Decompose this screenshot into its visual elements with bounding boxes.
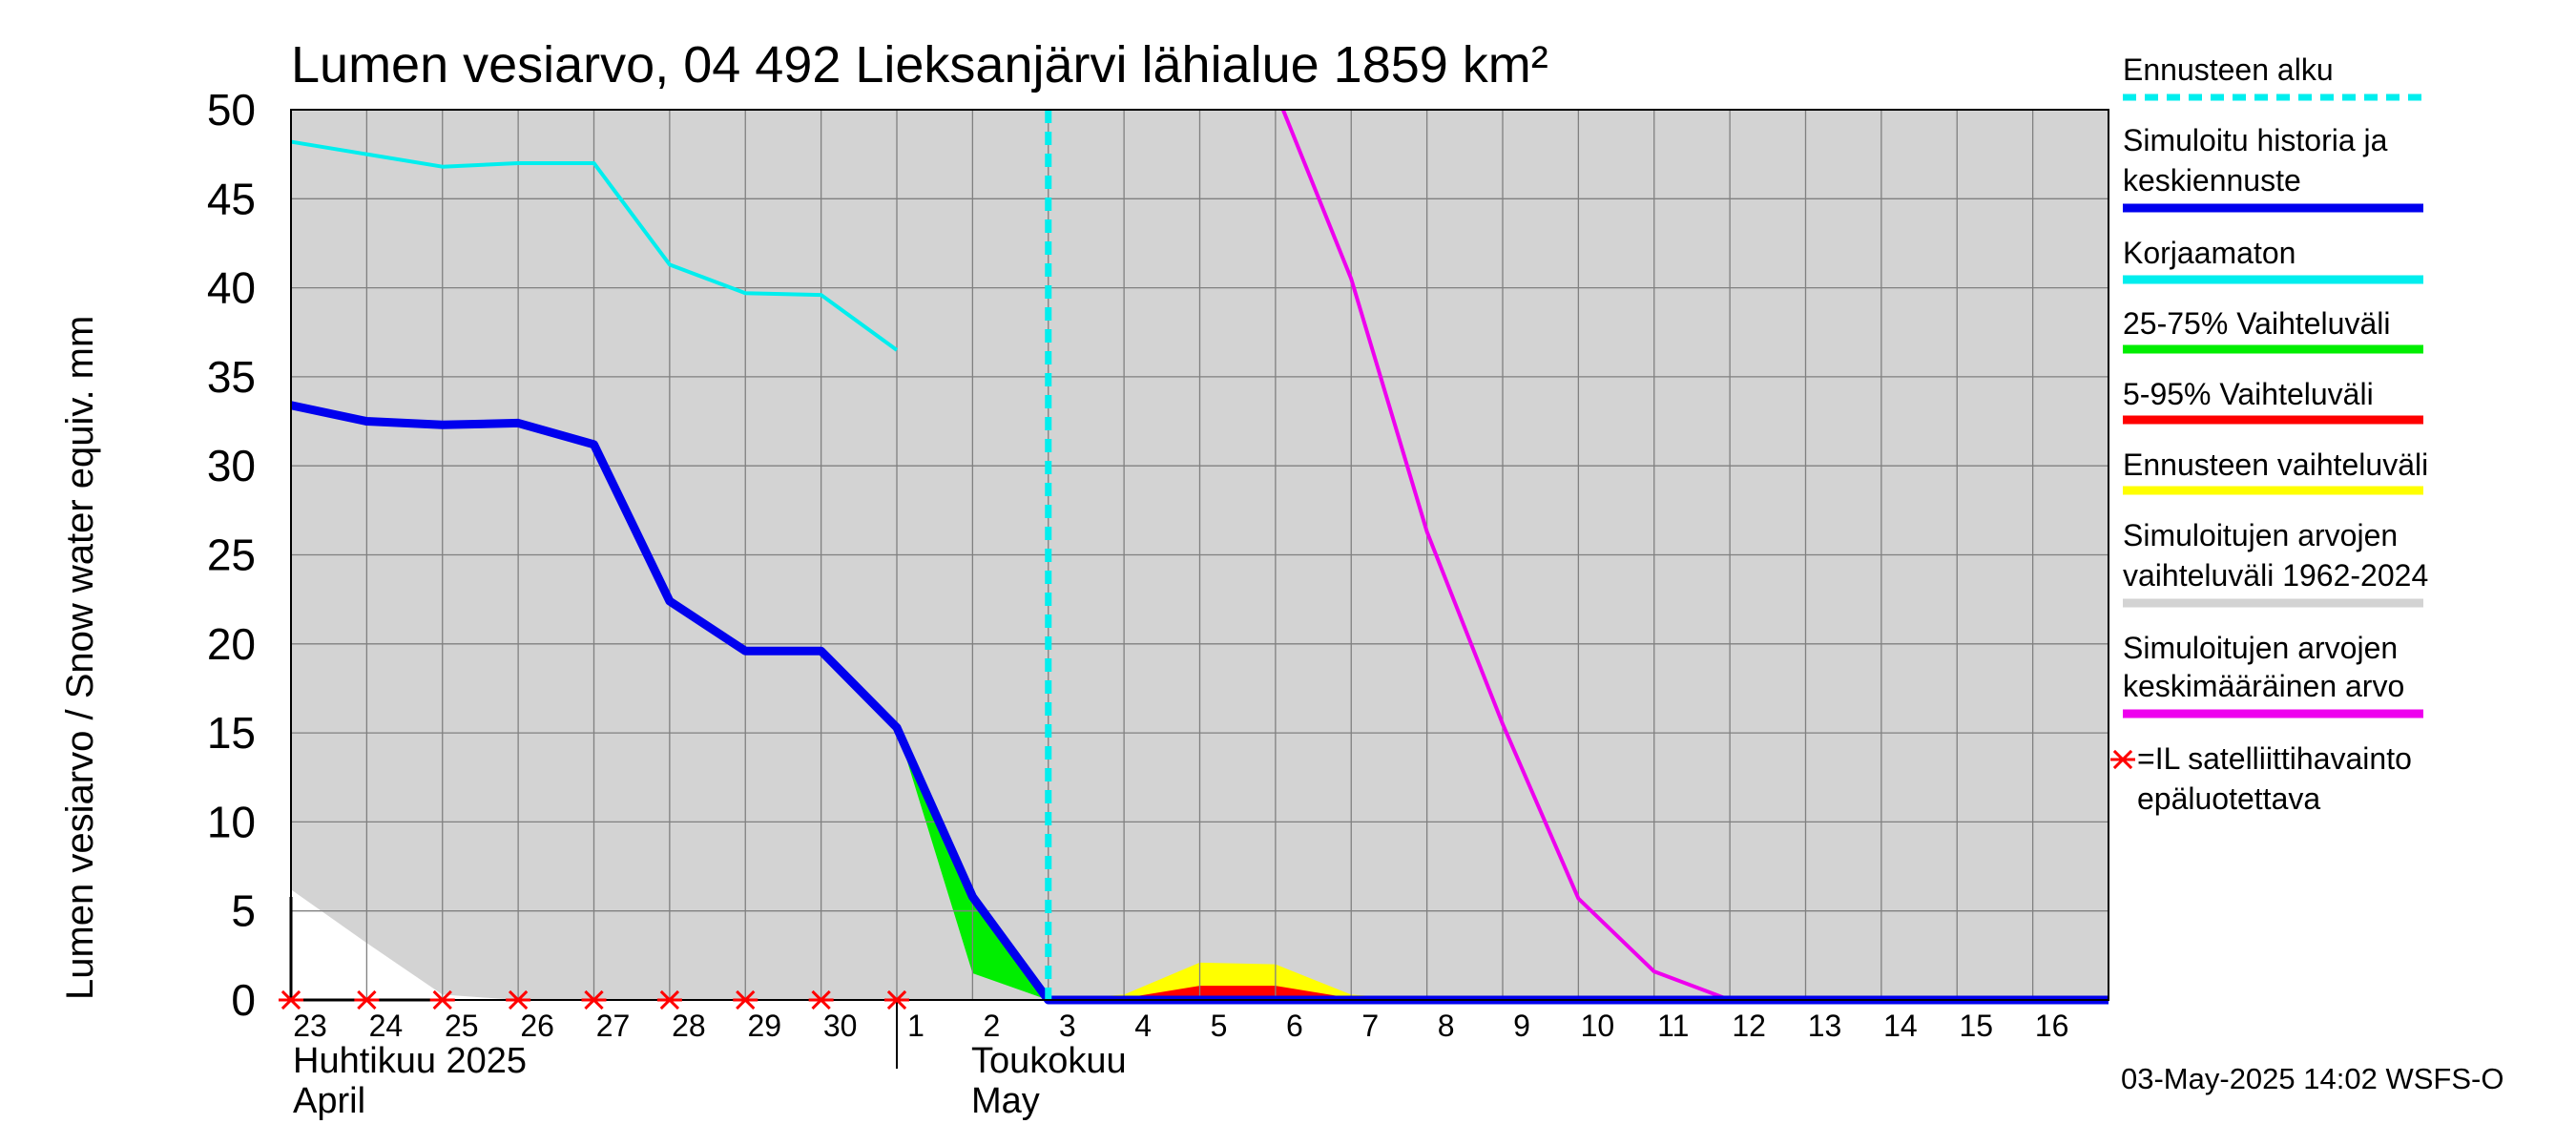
x-tick-label: 26	[520, 1009, 554, 1043]
legend-label: vaihteluväli 1962-2024	[2123, 558, 2428, 593]
legend-label: Ennusteen alku	[2123, 52, 2334, 87]
legend-label: =IL satelliittihavainto	[2137, 741, 2412, 776]
timestamp-footer: 03-May-2025 14:02 WSFS-O	[2121, 1062, 2503, 1095]
x-tick-label: 9	[1513, 1009, 1530, 1043]
satellite-marker	[808, 989, 834, 1010]
x-tick-label: 13	[1808, 1009, 1842, 1043]
x-tick-label: 29	[747, 1009, 781, 1043]
y-tick-label: 15	[207, 708, 256, 758]
x-tick-label: 7	[1361, 1009, 1379, 1043]
satellite-marker	[581, 989, 607, 1010]
y-tick-label: 0	[231, 975, 256, 1025]
x-tick-label: 6	[1286, 1009, 1303, 1043]
band-3	[1048, 962, 1427, 1000]
legend-marker	[2110, 749, 2135, 770]
series-line-6	[1280, 109, 2109, 1002]
y-axis-label: Lumen vesiarvo / Snow water equiv. mm	[59, 316, 101, 1000]
marker-stroke	[357, 989, 377, 1010]
legend-item: Simuloitu historia ja keskiennuste	[2123, 123, 2423, 213]
y-tick-label: 35	[207, 352, 256, 402]
marker-stroke	[432, 989, 452, 1010]
y-tick-label: 25	[207, 531, 256, 580]
x-tick-label: 24	[369, 1009, 404, 1043]
month-label-may_fi: Toukokuu	[971, 1041, 1127, 1081]
x-tick-label: 12	[1732, 1009, 1766, 1043]
y-tick-label: 45	[207, 174, 256, 223]
x-tick-label: 16	[2035, 1009, 2069, 1043]
legend: Ennusteen alku Simuloitu historia ja keski…	[2110, 52, 2428, 816]
legend-item: Ennusteen vaihteluväli	[2123, 448, 2428, 495]
x-tick-label: 3	[1059, 1009, 1076, 1043]
x-tick-label: 14	[1883, 1009, 1918, 1043]
legend-label: keskiennuste	[2123, 163, 2301, 198]
y-tick-label: 10	[207, 797, 256, 846]
satellite-marker	[656, 989, 682, 1010]
y-tick-label: 5	[231, 886, 256, 936]
x-tick-label: 5	[1211, 1009, 1228, 1043]
legend-item: 25-75% Vaihteluväli	[2123, 306, 2423, 354]
legend-item: Simuloitujen arvojen keskimääräinen arvo	[2123, 631, 2423, 718]
x-tick-label: 2	[983, 1009, 1000, 1043]
legend-label: Korjaamaton	[2123, 236, 2296, 270]
x-tick-label: 30	[823, 1009, 858, 1043]
series-line-7	[290, 401, 2109, 1005]
x-tick-label: 4	[1134, 1009, 1152, 1043]
legend-item: =IL satelliittihavainto epäluotettava	[2110, 741, 2412, 816]
marker-stroke	[736, 989, 756, 1010]
plot-frame	[290, 109, 2109, 1001]
x-tick-label: 11	[1657, 1009, 1689, 1043]
satellite-marker	[884, 989, 909, 1010]
marker-stroke	[584, 989, 604, 1010]
satellite-marker	[429, 989, 455, 1010]
legend-item: Simuloitujen arvojen vaihteluväli 1962-20…	[2123, 518, 2428, 608]
legend-label: epäluotettava	[2137, 781, 2320, 816]
marker-stroke	[2112, 749, 2133, 770]
x-tick-label: 15	[1959, 1009, 1993, 1043]
legend-label: 5-95% Vaihteluväli	[2123, 377, 2374, 411]
x-tick-label: 23	[293, 1009, 327, 1043]
legend-label: Ennusteen vaihteluväli	[2123, 448, 2428, 482]
x-tick-label: 25	[445, 1009, 479, 1043]
legend-label: Simuloitujen arvojen	[2123, 631, 2398, 665]
x-tick-label: 1	[907, 1009, 924, 1043]
marker-stroke	[280, 989, 301, 1010]
legend-label: Simuloitu historia ja	[2123, 123, 2388, 157]
y-tick-label: 40	[207, 263, 256, 313]
satellite-marker	[506, 989, 531, 1010]
month-label-may_en: May	[971, 1081, 1040, 1121]
month-label-april_fi: Huhtikuu 2025	[293, 1041, 527, 1081]
marker-stroke	[659, 989, 680, 1010]
x-tick-label: 27	[596, 1009, 631, 1043]
legend-label: 25-75% Vaihteluväli	[2123, 306, 2390, 341]
marker-stroke	[886, 989, 907, 1010]
satellite-marker	[279, 989, 303, 1010]
month-label-april_en: April	[293, 1081, 365, 1121]
legend-label: Simuloitujen arvojen	[2123, 518, 2398, 552]
x-tick-label: 10	[1581, 1009, 1615, 1043]
satellite-marker	[354, 989, 380, 1010]
marker-stroke	[508, 989, 529, 1010]
legend-item: Ennusteen alku	[2123, 52, 2423, 101]
legend-label: keskimääräinen arvo	[2123, 669, 2404, 703]
legend-item: 5-95% Vaihteluväli	[2123, 377, 2423, 425]
x-tick-label: 8	[1438, 1009, 1455, 1043]
marker-stroke	[811, 989, 831, 1010]
satellite-marker	[733, 989, 758, 1010]
x-tick-label: 28	[672, 1009, 706, 1043]
series-line-5	[290, 139, 899, 352]
chart-title: Lumen vesiarvo, 04 492 Lieksanjärvi lähi…	[291, 36, 1548, 94]
legend-item: Korjaamaton	[2123, 236, 2423, 284]
band-1	[291, 889, 519, 1000]
y-tick-label: 50	[207, 85, 256, 135]
y-tick-label: 30	[207, 441, 256, 490]
y-tick-label: 20	[207, 619, 256, 669]
